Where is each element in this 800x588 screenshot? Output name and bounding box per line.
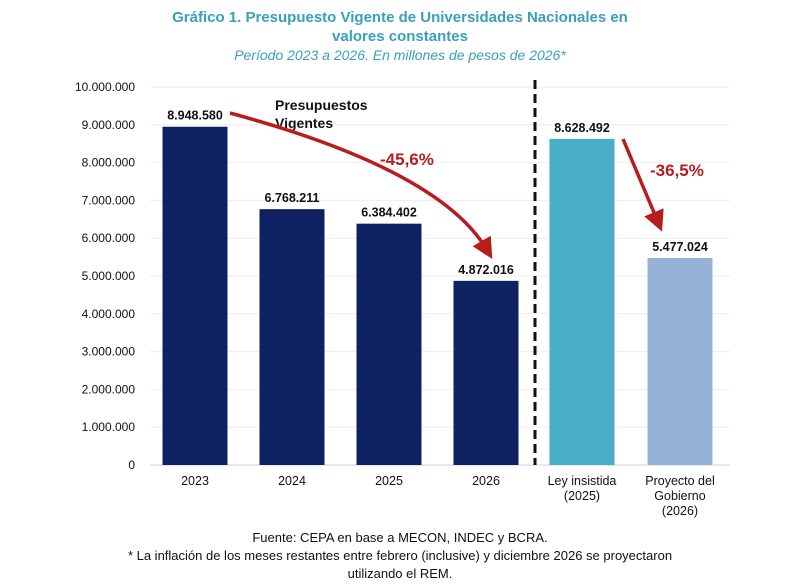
trend-arrow-1: [229, 111, 493, 260]
data-label: 8.628.492: [554, 121, 610, 135]
bar-3: [453, 280, 519, 465]
change-label-2: -36,5%: [650, 161, 704, 180]
chart-subtitle: Período 2023 a 2026. En millones de peso…: [234, 47, 566, 63]
footnote-line-1: * La inflación de los meses restantes en…: [127, 548, 673, 563]
y-tick-label: 9.000.000: [82, 118, 136, 132]
footnote-line-2: utilizando el REM.: [347, 566, 453, 581]
source-note: Fuente: CEPA en base a MECON, INDEC y BC…: [252, 530, 548, 545]
y-tick-label: 8.000.000: [82, 156, 136, 170]
trend-arrow-2: [621, 138, 664, 232]
bar-5: [647, 257, 713, 465]
y-tick-label: 7.000.000: [82, 193, 136, 207]
data-label: 5.477.024: [652, 240, 708, 254]
x-tick-label: 2025: [375, 474, 403, 488]
x-tick-label: Ley insistida (2025): [548, 474, 617, 503]
x-tick-label: 2023: [181, 474, 209, 488]
y-tick-label: 5.000.000: [82, 269, 136, 283]
y-tick-label: 0: [128, 458, 135, 472]
x-tick-label: 2026: [472, 474, 500, 488]
data-label: 6.384.402: [361, 206, 417, 220]
data-label: 4.872.016: [458, 263, 514, 277]
group-label: Presupuestos Vigentes: [275, 97, 368, 131]
bar-2: [356, 223, 422, 465]
bar-4: [549, 138, 615, 465]
y-tick-label: 3.000.000: [82, 345, 136, 359]
y-tick-label: 2.000.000: [82, 382, 136, 396]
change-label-1: -45,6%: [380, 150, 434, 169]
bar-chart: 0 1.000.000 2.000.000 3.000.000 4.000.000 5.0…: [75, 80, 730, 518]
chart-title: Gráfico 1. Presupuesto Vigente de Univer…: [172, 9, 628, 45]
x-tick-label: 2024: [278, 474, 306, 488]
x-tick-label: Proyecto del Gobierno (2026): [645, 474, 714, 518]
bar-1: [259, 209, 325, 465]
y-tick-label: 6.000.000: [82, 231, 136, 245]
y-tick-label: 10.000.000: [75, 80, 135, 94]
bar-0: [162, 126, 228, 465]
data-label: 8.948.580: [167, 109, 223, 123]
data-label: 6.768.211: [265, 191, 320, 205]
y-tick-label: 4.000.000: [82, 307, 136, 321]
y-tick-label: 1.000.000: [82, 420, 136, 434]
